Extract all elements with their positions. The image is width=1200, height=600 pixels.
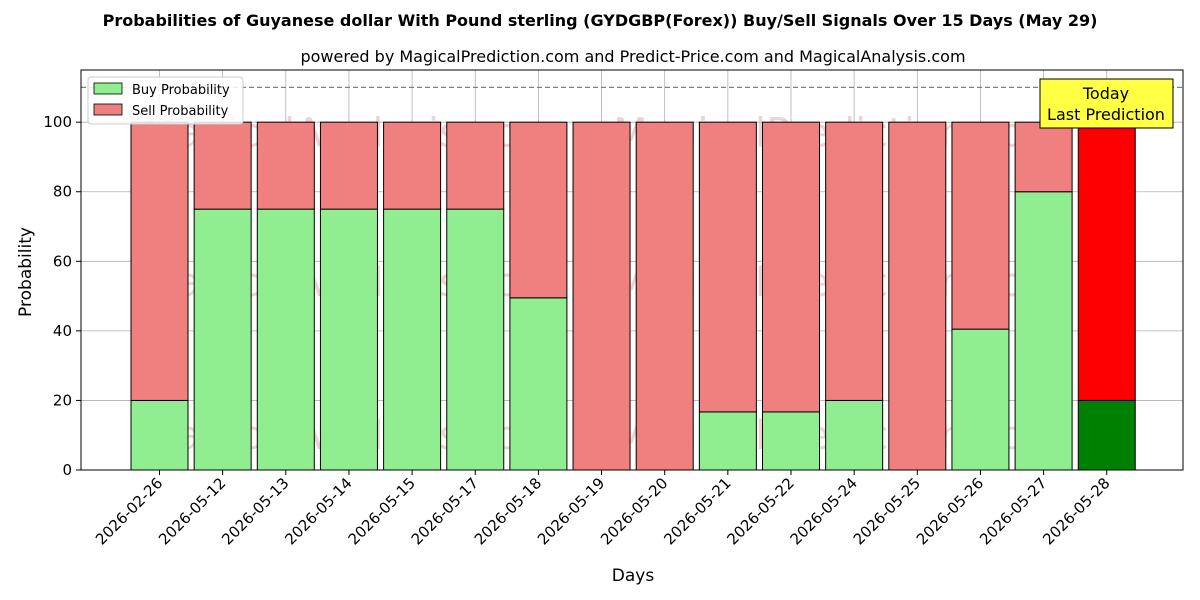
buy-bar [256, 208, 315, 471]
sell-bar [572, 121, 631, 471]
legend-buy-label: Buy Probability [132, 83, 230, 98]
x-tick-label: 2026-05-20 [597, 474, 671, 548]
x-tick-label: 2026-05-17 [408, 474, 482, 548]
x-tick-label: 2026-05-12 [155, 474, 229, 548]
x-tick-label: 2026-05-15 [345, 474, 419, 548]
x-tick-label: 2026-05-13 [218, 474, 292, 548]
buy-bar [383, 208, 442, 471]
x-tick-label: 2026-05-14 [281, 474, 355, 548]
sell-bar [888, 121, 947, 471]
sell-bar [509, 121, 568, 299]
sell-bar [1077, 121, 1136, 401]
x-tick-label: 2026-05-28 [1039, 474, 1113, 548]
legend: Buy Probability Sell Probability [87, 76, 244, 125]
buy-bar [509, 297, 568, 471]
x-axis-label: Days [612, 566, 655, 586]
x-tick-label: 2026-05-24 [787, 474, 861, 548]
buy-bar [951, 328, 1010, 471]
sell-bar [193, 121, 252, 210]
x-tick-label: 2026-05-27 [976, 474, 1050, 548]
today-box [1039, 78, 1174, 129]
sell-bar [635, 121, 694, 471]
buy-bar [1014, 191, 1073, 471]
sell-bar [256, 121, 315, 210]
chart-subtitle: powered by MagicalPrediction.com and Pre… [300, 47, 965, 66]
legend-buy-swatch [93, 82, 123, 95]
today-annotation: Today Last Prediction [1039, 78, 1174, 129]
x-tick-label: 2026-05-25 [850, 474, 924, 548]
today-line2: Last Prediction [1047, 105, 1165, 124]
x-tick-label: 2026-05-22 [723, 474, 797, 548]
x-tick-label: 2026-05-21 [660, 474, 734, 548]
buy-bar [446, 208, 505, 471]
buy-bar [319, 208, 378, 471]
x-tick-label: 2026-02-26 [92, 474, 166, 548]
buy-bar [698, 411, 757, 471]
sell-bar [130, 121, 189, 401]
y-tick-label: 80 [53, 183, 72, 201]
today-line1: Today [1082, 84, 1129, 103]
chart-title: Probabilities of Guyanese dollar With Po… [103, 11, 1098, 30]
buy-bar [1077, 399, 1136, 471]
y-axis-label: Probability [16, 227, 36, 317]
y-tick-label: 100 [43, 113, 72, 131]
legend-frame [87, 76, 244, 125]
x-tick-label: 2026-05-26 [913, 474, 987, 548]
y-tick-label: 0 [62, 461, 72, 479]
sell-bar [446, 121, 505, 210]
plot-frame [80, 69, 1184, 471]
sell-bar [1014, 121, 1073, 193]
buy-bar [825, 399, 884, 471]
buy-bar [762, 411, 820, 471]
sell-bar [383, 121, 442, 210]
y-tick-label: 20 [53, 391, 72, 409]
sell-bar [825, 121, 884, 401]
sell-bar [319, 121, 378, 210]
buy-bar [193, 208, 252, 471]
legend-sell-label: Sell Probability [132, 104, 229, 119]
sell-bar [698, 121, 757, 413]
legend-sell-swatch [93, 103, 123, 116]
sell-bar [762, 121, 820, 413]
bars [130, 121, 1136, 471]
y-tick-label: 40 [53, 322, 72, 340]
y-tick-label: 60 [53, 252, 72, 270]
buy-bar [130, 399, 189, 471]
sell-bar [951, 121, 1010, 330]
x-tick-label: 2026-05-19 [534, 474, 608, 548]
x-tick-label: 2026-05-18 [471, 474, 545, 548]
